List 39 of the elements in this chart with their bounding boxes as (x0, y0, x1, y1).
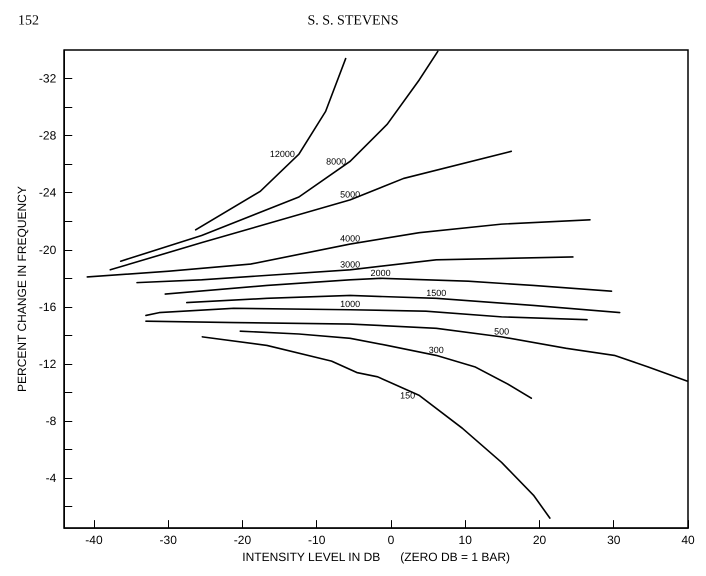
x-tick-label: 40 (681, 533, 695, 548)
series-label: 1000 (340, 299, 360, 310)
series-label: 500 (494, 326, 510, 336)
y-tick-label: -12 (38, 356, 57, 371)
series-label: 4000 (340, 234, 360, 244)
series-label: 8000 (326, 156, 346, 166)
series-label: 3000 (340, 259, 360, 270)
line-series (239, 330, 532, 400)
series-label: 1500 (426, 288, 446, 298)
x-tick-label: 30 (607, 533, 621, 548)
y-tick-label: -20 (38, 242, 57, 257)
line-series (164, 278, 612, 295)
x-axis-title: INTENSITY LEVEL IN DB (ZERO DB = 1 BAR) (242, 550, 510, 564)
y-tick-label: -28 (38, 128, 57, 143)
line-series (145, 308, 588, 321)
series-label: 5000 (340, 189, 360, 200)
text: 152 (18, 14, 39, 28)
x-tick-label: 0 (388, 533, 395, 548)
x-tick-label: -30 (160, 533, 178, 548)
y-axis-title: PERCENT CHANGE IN FREQUENCY (15, 186, 29, 392)
y-tick-label: -32 (38, 72, 57, 86)
y-tick-label: -16 (38, 300, 57, 314)
x-tick-label: -10 (308, 533, 326, 548)
line-series (109, 150, 512, 271)
x-tick-label: 10 (458, 533, 472, 548)
x-tick-label: -40 (85, 533, 103, 548)
series-label: 2000 (370, 268, 391, 278)
y-tick-label: -24 (38, 186, 57, 200)
text: S. S. STEVENS (307, 14, 399, 28)
line-series (186, 294, 620, 314)
series-label: 300 (428, 344, 444, 355)
x-tick-label: 20 (532, 533, 546, 548)
x-tick-label: -20 (234, 533, 252, 548)
line-series (136, 256, 574, 284)
line-series (86, 219, 591, 278)
series-label: 12000 (270, 149, 295, 160)
y-tick-label: -8 (46, 414, 57, 428)
y-tick-label: -4 (46, 471, 57, 486)
line-series (202, 336, 551, 519)
